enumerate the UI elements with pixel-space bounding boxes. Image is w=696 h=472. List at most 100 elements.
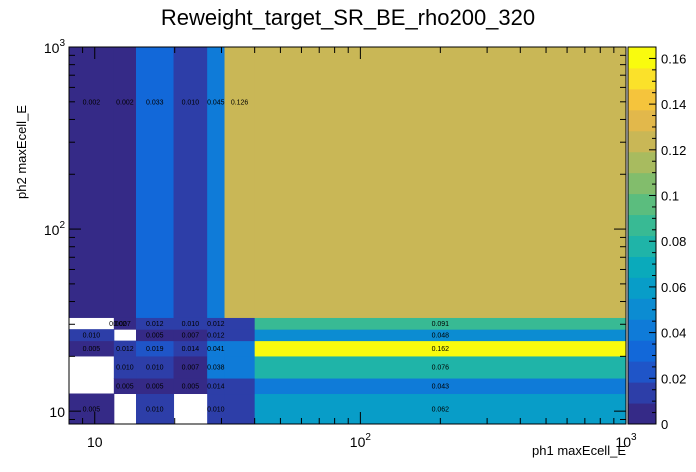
heatmap-cell — [173, 355, 208, 379]
colorbar-tick-label: 0.02 — [661, 371, 686, 386]
colorbar-tick-label: 0.14 — [661, 97, 686, 112]
heatmap-cell — [136, 340, 175, 357]
heatmap-cell — [254, 340, 627, 357]
heatmap-cell — [113, 355, 137, 379]
heatmap-cell — [207, 355, 226, 379]
heatmap-cell — [69, 340, 115, 357]
heatmap-cell — [224, 329, 256, 342]
heatmap-cell — [254, 355, 627, 379]
y-tick-label: 103 — [44, 38, 66, 56]
cell-value-label: 0.048 — [432, 332, 450, 339]
y-tick-label-base: 10 — [44, 222, 60, 238]
x-tick-label: 10 — [87, 434, 103, 450]
heatmap-cell — [136, 378, 175, 395]
colorbar: 0 0.02 0.04 0.06 0.08 0.1 0.12 0.14 0.16 — [627, 46, 686, 432]
x-tick-label: 102 — [350, 432, 372, 450]
heatmap-cell — [113, 340, 137, 357]
heatmap-cell — [173, 340, 208, 357]
cell-value-label: 0.012 — [116, 346, 134, 353]
colorbar-tick-label: 0.06 — [661, 280, 686, 295]
heatmap-cell — [69, 393, 115, 425]
y-tick-label-exponent: 2 — [59, 220, 65, 231]
heatmap-cell — [113, 47, 137, 318]
heatmap-cell — [224, 355, 256, 379]
colorbar-swatch — [628, 130, 656, 153]
colorbar-swatch — [628, 361, 656, 383]
colorbar-frame — [627, 46, 657, 425]
heatmap-cell — [69, 47, 115, 318]
colorbar-swatch — [628, 193, 656, 216]
x-axis-label: ph1 maxEcell_E — [532, 443, 626, 458]
heatmap-cell — [173, 47, 208, 318]
cell-value-label: 0.010 — [83, 332, 101, 339]
cell-value-label: 0.010 — [207, 406, 225, 413]
colorbar-swatch — [628, 88, 656, 111]
heatmap-cell — [136, 317, 175, 330]
cell-value-label: 0.014 — [182, 346, 200, 353]
y-tick-label-base: 10 — [44, 40, 60, 56]
colorbar-swatch — [628, 235, 656, 257]
heatmap-cell — [136, 47, 175, 318]
heatmap-cell — [113, 317, 137, 330]
cell-value-label: 0.012 — [207, 321, 225, 328]
cell-value-label: 0.007 — [182, 364, 200, 371]
colorbar-swatch — [628, 109, 656, 132]
chart-title: Reweight_target_SR_BE_rho200_320 — [161, 5, 535, 30]
cell-value-label: 0.002 — [116, 99, 134, 106]
heatmap-cell — [207, 378, 226, 395]
heatmap-cell — [173, 378, 208, 395]
cell-value-label: 0.005 — [83, 346, 101, 353]
cell-value-label: 0.043 — [432, 383, 450, 390]
cell-value-label: 0.012 — [146, 321, 164, 328]
heatmap-cell — [207, 329, 226, 342]
cell-value-label: 0.038 — [207, 364, 225, 371]
cell-value-label: 0.014 — [207, 383, 225, 390]
cell-value-label: 0.126 — [231, 99, 249, 106]
y-tick-label-base: 10 — [49, 404, 65, 420]
heatmap-cell — [173, 329, 208, 342]
colorbar-swatch — [628, 151, 656, 174]
heatmap-cell — [224, 393, 256, 425]
heatmap-cell — [136, 329, 175, 342]
cell-value-label: 0.019 — [146, 346, 164, 353]
colorbar-swatch — [628, 67, 656, 90]
cell-value-label: 0.005 — [146, 332, 164, 339]
cell-value-label: 0.041 — [207, 346, 225, 353]
heatmap-cell — [207, 393, 226, 425]
cell-value-label: 0.062 — [432, 406, 450, 413]
cell-value-label: 0.005 — [116, 383, 134, 390]
cell-labels: 0.005 0.010 0.010 0.062 0.005 0.005 0.005 0.014… — [83, 99, 450, 413]
colorbar-swatch — [628, 382, 656, 404]
colorbar-swatch — [628, 256, 656, 278]
heatmap-cell — [254, 329, 627, 342]
plot-frame — [68, 46, 627, 425]
heatmap-cell — [224, 317, 256, 330]
heatmap-cell — [136, 355, 175, 379]
cell-value-label: 0.005 — [182, 383, 200, 390]
heatmap-cell — [69, 329, 115, 342]
heatmap-cell — [254, 47, 627, 318]
cell-value-label: 0.010 — [116, 364, 134, 371]
cell-value-label: 0.076 — [432, 364, 450, 371]
cell-value-label: 0.045 — [207, 99, 225, 106]
cell-value-label: 0.005 — [83, 406, 101, 413]
colorbar-swatch — [628, 403, 656, 425]
heatmap-cell — [207, 47, 226, 318]
y-tick-label-exponent: 3 — [59, 38, 65, 49]
colorbar-tick-label: 0.08 — [661, 234, 686, 249]
y-axis-label: ph2 maxEcell_E — [14, 105, 29, 199]
colorbar-swatch — [628, 47, 656, 69]
cell-value-label: 0.002 — [83, 99, 101, 106]
colorbar-tick-label: 0.16 — [661, 51, 686, 66]
cell-value-label: 0.012 — [207, 332, 225, 339]
y-tick-label: 102 — [44, 220, 66, 238]
colorbar-swatch — [628, 172, 656, 195]
colorbar-swatch — [628, 277, 656, 299]
heatmap-cell — [224, 47, 256, 318]
cell-value-label: 0.033 — [146, 99, 164, 106]
colorbar-swatch — [628, 298, 656, 320]
heatmap-cell — [207, 340, 226, 357]
x-tick-label: 103 — [615, 432, 637, 450]
heatmap-cell — [224, 340, 256, 357]
